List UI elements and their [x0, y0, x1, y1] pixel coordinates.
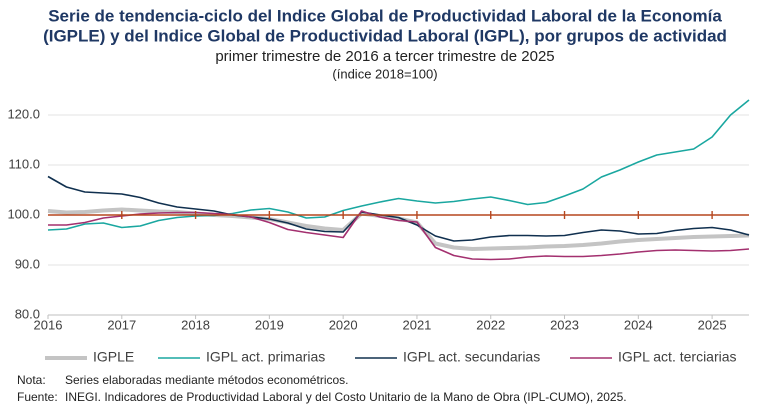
x-tick-label: 2022 — [476, 317, 505, 332]
note-label: Nota: — [17, 373, 46, 387]
unit-note: (índice 2018=100) — [332, 66, 437, 81]
series-line — [48, 210, 750, 261]
legend-label: IGPL act. primarias — [206, 349, 325, 365]
series-line — [47, 99, 750, 231]
note-text: Series elaboradas mediante métodos econo… — [65, 373, 349, 387]
chart-title: (IGPLE) y del Indice Global de Productiv… — [43, 26, 727, 45]
x-tick-label: 2019 — [255, 317, 284, 332]
legend-label: IGPLE — [93, 349, 134, 365]
x-tick-label: 2021 — [402, 317, 431, 332]
y-tick-label: 110.0 — [8, 156, 40, 171]
x-tick-label: 2020 — [329, 317, 358, 332]
note-label: Fuente: — [17, 390, 58, 404]
y-tick-label: 90.0 — [15, 256, 40, 271]
chart-subtitle: primer trimestre de 2016 a tercer trimes… — [215, 48, 554, 65]
series-line — [47, 207, 750, 251]
series-line — [47, 175, 750, 242]
x-tick-label: 2023 — [550, 317, 579, 332]
x-tick-label: 2025 — [698, 317, 727, 332]
y-tick-label: 80.0 — [15, 306, 40, 321]
y-tick-label: 100.0 — [7, 206, 40, 221]
note-text: INEGI. Indicadores de Productividad Labo… — [65, 390, 627, 404]
legend-label: IGPL act. terciarias — [618, 349, 737, 365]
x-tick-label: 2018 — [181, 317, 210, 332]
x-tick-label: 2016 — [34, 317, 63, 332]
legend-label: IGPL act. secundarias — [403, 349, 540, 365]
chart-title: Serie de tendencia-ciclo del Indice Glob… — [48, 6, 722, 25]
x-tick-label: 2024 — [624, 317, 653, 332]
y-tick-label: 120.0 — [7, 106, 40, 121]
x-tick-label: 2017 — [107, 317, 136, 332]
